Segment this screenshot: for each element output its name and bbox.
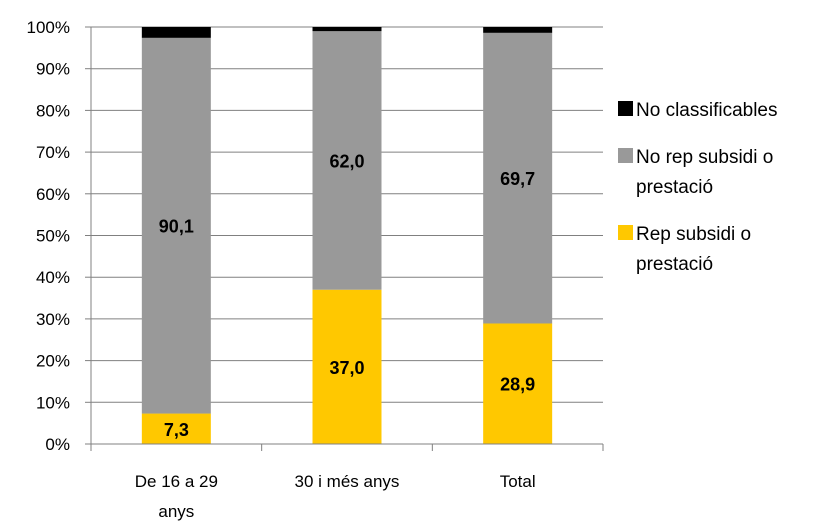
legend-label: No rep subsidi o prestació [636,147,773,198]
bar-segment [483,27,553,33]
axes [85,26,604,451]
bar-segment [141,27,211,38]
data-label: 37,0 [329,358,364,378]
y-tick-label: 90% [36,60,70,79]
x-category-label: Total [500,472,536,491]
y-tick-label: 60% [36,185,70,204]
bar-segment [483,32,553,324]
bar-segment [483,323,553,444]
y-axis-ticks: 0% 10% 20% 30% 40% 50% 60% 70% 80% 90% 100% [27,18,70,454]
bar-segment [312,27,382,32]
legend: No classificables No rep subsidi o prestac… [618,100,778,275]
y-tick-label: 50% [36,227,70,246]
bars [141,27,553,444]
data-label: 7,3 [164,420,189,440]
x-axis-labels: De 16 a 29 anys 30 i més anys Total [135,472,536,521]
data-label: 90,1 [159,217,194,237]
legend-label: Rep subsidi o prestació [636,224,751,275]
data-label: 28,9 [500,375,535,395]
bar-segment [312,31,382,290]
y-tick-label: 80% [36,101,70,120]
y-tick-label: 10% [36,393,70,412]
y-tick-label: 40% [36,268,70,287]
legend-label: No classificables [636,100,778,121]
y-tick-label: 100% [27,18,70,37]
y-tick-label: 30% [36,310,70,329]
bar-segment [141,37,211,414]
bar-segment [141,413,211,444]
y-tick-label: 0% [45,435,70,454]
legend-swatch [618,225,633,240]
data-label: 69,7 [500,169,535,189]
legend-swatch [618,148,633,163]
bar-segment [312,289,382,444]
legend-swatch [618,101,633,116]
y-tick-label: 70% [36,143,70,162]
y-tick-label: 20% [36,352,70,371]
x-category-label: De 16 a 29 anys [135,472,218,521]
data-label: 62,0 [329,151,364,171]
value-labels: 7,3 90,1 37,0 62,0 28,9 69,7 [159,151,535,439]
x-category-label: 30 i més anys [295,472,400,491]
